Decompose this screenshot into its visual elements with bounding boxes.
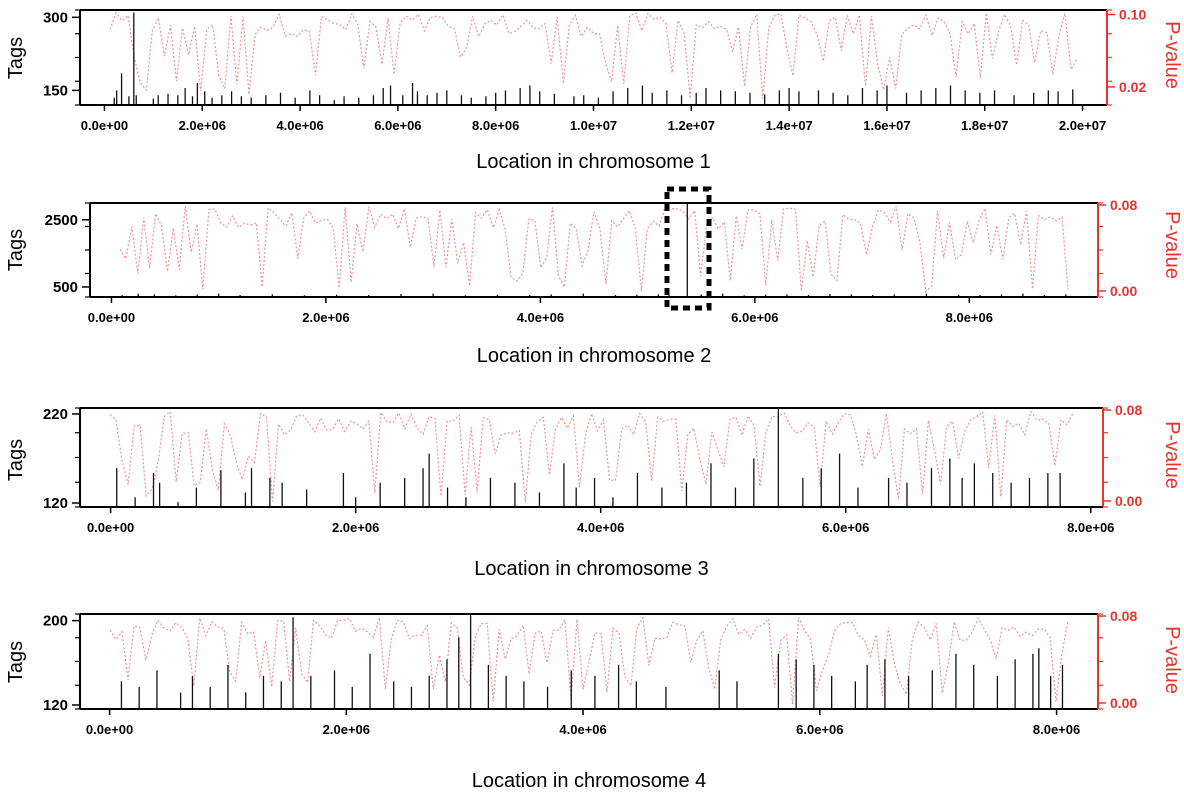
panel-1-y-left-tick-label: 300	[43, 9, 68, 26]
panel-3-y-left-tick-label: 220	[43, 406, 68, 423]
panel-1-y-left-tick-label: 150	[43, 82, 68, 99]
panel-3-y-right-tick-label: 0.08	[1115, 402, 1142, 418]
panel-2-x-tick-label: 0.0e+00	[88, 310, 135, 325]
panel-2-y-right-label: P-value	[1161, 211, 1183, 279]
panel-1-x-tick-label: 6.0e+06	[374, 118, 421, 133]
panel-1-pvalue-line	[109, 11, 1078, 99]
panel-1-x-tick-label: 2.0e+07	[1059, 118, 1106, 133]
panel-4-y-right-tick-label: 0.00	[1110, 695, 1137, 711]
panel-3-x-tick-label: 2.0e+06	[332, 520, 379, 535]
panel-1-y-right-tick-label: 0.02	[1119, 79, 1146, 95]
panel-4-x-tick-label: 8.0e+06	[1033, 722, 1080, 737]
panel-2-y-right-tick-label: 0.00	[1110, 283, 1137, 299]
panel-3-y-right-tick-label: 0.00	[1115, 493, 1142, 509]
panel-1-y-right-tick-label: 0.10	[1119, 7, 1146, 23]
panel-2-pvalue-line	[119, 205, 1069, 293]
panel-1-y-right-label: P-value	[1161, 21, 1183, 89]
panel-2-x-tick-label: 2.0e+06	[302, 310, 349, 325]
panel-1-x-tick-label: 1.0e+07	[570, 118, 617, 133]
panel-4-y-left-tick-label: 200	[43, 613, 68, 630]
panel-2-y-left-tick-label: 2500	[45, 212, 78, 229]
panel-3-x-tick-label: 8.0e+06	[1067, 520, 1114, 535]
panel-1-x-tick-label: 2.0e+06	[179, 118, 226, 133]
panel-2-x-label: Location in chromosome 2	[477, 345, 712, 367]
panel-2-x-tick-label: 6.0e+06	[731, 310, 778, 325]
panel-3-x-tick-label: 4.0e+06	[577, 520, 624, 535]
panel-4-y-right-tick-label: 0.08	[1110, 608, 1137, 624]
panel-4-y-right-label: P-value	[1161, 626, 1183, 694]
panel-4-y-left-tick-label: 120	[43, 697, 68, 714]
panel-1-y-left-label: Tags	[5, 37, 27, 79]
panel-3-x-tick-label: 0.0e+00	[87, 520, 134, 535]
panel-3-y-left-tick-label: 120	[43, 495, 68, 512]
panel-2-y-left-tick-label: 500	[53, 279, 78, 296]
panel-1-x-tick-label: 1.4e+07	[765, 118, 812, 133]
panel-4-x-tick-label: 4.0e+06	[559, 722, 606, 737]
panel-2-x-tick-label: 4.0e+06	[517, 310, 564, 325]
panel-2-y-left-label: Tags	[5, 229, 27, 271]
panel-4-x-tick-label: 2.0e+06	[323, 722, 370, 737]
chromosome-2-peak-highlight-box	[664, 186, 712, 311]
panel-4-pvalue-line	[109, 615, 1069, 704]
panel-1-x-tick-label: 8.0e+06	[472, 118, 519, 133]
panel-3-pvalue-line	[109, 410, 1074, 503]
panel-3-y-right-label: P-value	[1161, 421, 1183, 489]
panel-2-y-right-tick-label: 0.08	[1110, 197, 1137, 213]
panel-1-x-tick-label: 4.0e+06	[276, 118, 323, 133]
panel-3-x-tick-label: 6.0e+06	[822, 520, 869, 535]
panel-1-x-tick-label: 1.6e+07	[863, 118, 910, 133]
panel-3-x-label: Location in chromosome 3	[474, 558, 709, 580]
panel-4-x-tick-label: 0.0e+00	[86, 722, 133, 737]
panel-1-x-tick-label: 1.2e+07	[668, 118, 715, 133]
panel-1-x-tick-label: 1.8e+07	[961, 118, 1008, 133]
panel-3-y-left-label: Tags	[5, 439, 27, 481]
panel-4-x-tick-label: 6.0e+06	[796, 722, 843, 737]
panel-4-y-left-label: Tags	[5, 641, 27, 683]
panel-1-x-label: Location in chromosome 1	[476, 151, 711, 173]
panel-2-x-tick-label: 8.0e+06	[946, 310, 993, 325]
panel-1-x-tick-label: 0.0e+00	[81, 118, 128, 133]
panel-4-x-label: Location in chromosome 4	[472, 770, 707, 792]
